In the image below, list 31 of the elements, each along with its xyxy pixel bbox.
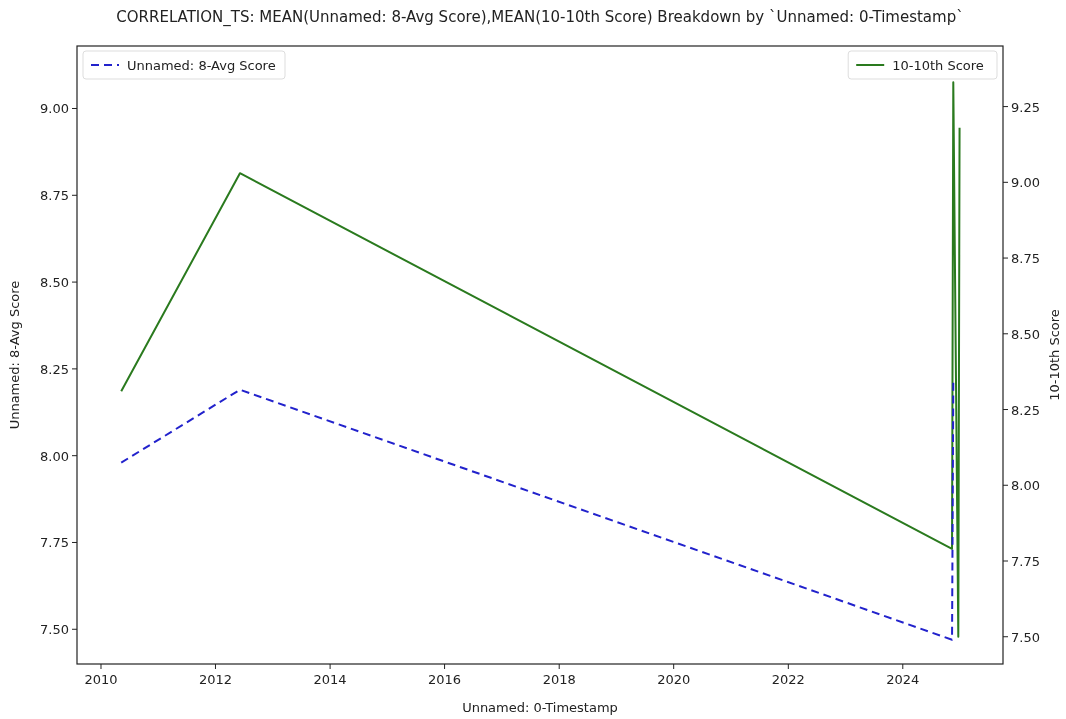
y-tick-label: 8.25 [40, 361, 69, 377]
y-tick-label: 9.00 [40, 101, 69, 117]
legend-label: Unnamed: 8-Avg Score [127, 58, 276, 73]
x-tick-label: 2010 [84, 672, 118, 687]
y-tick-label: 7.75 [40, 535, 69, 551]
y-axis-title: Unnamed: 8-Avg Score [7, 280, 22, 430]
y2-tick-label: 8.25 [1011, 402, 1040, 418]
y2-tick-label: 9.25 [1011, 99, 1040, 115]
y-tick-label: 8.00 [40, 448, 69, 464]
y-tick-label: 8.75 [40, 188, 69, 204]
y2-tick-label: 8.75 [1011, 251, 1040, 267]
y2-tick-label: 8.50 [1011, 326, 1040, 342]
x-tick-label: 2018 [542, 672, 576, 687]
chart-title: CORRELATION_TS: MEAN(Unnamed: 8-Avg Score),MEAN(10-10th Score) Breakdown by `Unnamed: 0-Timestamp` [116, 8, 964, 27]
line-series [120, 381, 955, 641]
x-tick-label: 2022 [771, 672, 805, 687]
x-tick-label: 2024 [886, 672, 920, 687]
x-tick-label: 2012 [198, 672, 233, 687]
x-tick-label: 2020 [657, 672, 691, 687]
y-tick-label: 8.50 [40, 275, 69, 291]
x-axis-title: Unnamed: 0-Timestamp [462, 700, 618, 715]
y2-axis-title: 10-10th Score [1047, 309, 1062, 401]
y2-tick-label: 9.00 [1011, 175, 1040, 191]
x-tick-label: 2016 [428, 672, 462, 687]
y2-tick-label: 7.50 [1011, 629, 1040, 645]
legend-label: 10-10th Score [892, 58, 984, 73]
line-series [120, 81, 961, 638]
y-tick-label: 7.50 [40, 622, 69, 638]
x-tick-label: 2014 [313, 672, 347, 687]
y2-tick-label: 8.00 [1011, 478, 1040, 494]
y2-tick-label: 7.75 [1011, 554, 1040, 569]
